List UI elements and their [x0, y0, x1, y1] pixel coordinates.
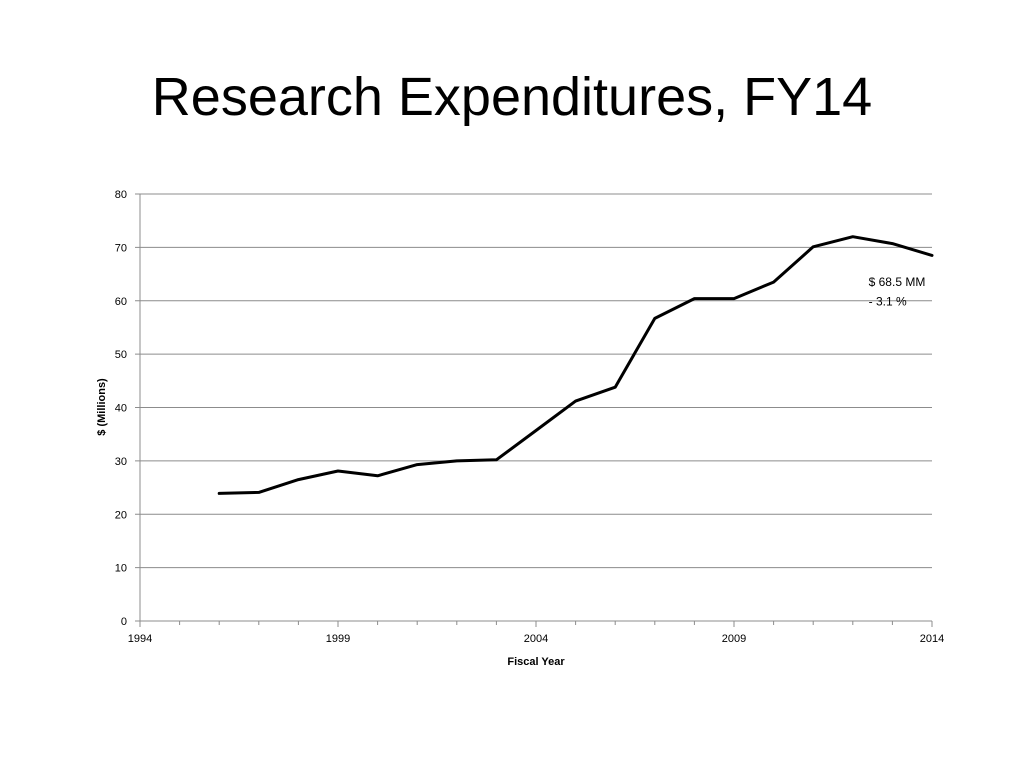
tick-labels: 0 10 20 30 40 50 60 70 80 1994 1999 2004 2009 2014	[115, 189, 944, 645]
axes	[135, 193, 933, 627]
data-series	[217, 235, 934, 495]
series-line	[217, 235, 934, 495]
x-tick-label: 1999	[326, 633, 350, 645]
x-tick-label: 2014	[920, 633, 944, 645]
y-tick-label: 70	[115, 242, 127, 254]
y-tick-label: 10	[115, 563, 127, 575]
y-axis-title: $ (Millions)	[96, 378, 108, 436]
y-tick-label: 0	[121, 616, 127, 628]
annotations: $ 68.5 MM - 3.1 %	[869, 275, 926, 309]
x-tick-label: 2009	[722, 633, 746, 645]
x-axis-title: Fiscal Year	[507, 656, 565, 668]
y-tick-label: 60	[115, 296, 127, 308]
y-tick-label: 20	[115, 509, 127, 521]
y-tick-label: 80	[115, 189, 127, 201]
annotation-text: - 3.1 %	[869, 295, 907, 309]
x-tick-label: 2004	[524, 633, 548, 645]
y-tick-label: 50	[115, 349, 127, 361]
x-tick-label: 1994	[128, 633, 152, 645]
annotation-text: $ 68.5 MM	[869, 275, 926, 289]
slide-title: Research Expenditures, FY14	[151, 67, 873, 127]
y-tick-label: 40	[115, 403, 127, 415]
y-tick-label: 30	[115, 456, 127, 468]
grid-lines	[140, 193, 932, 569]
